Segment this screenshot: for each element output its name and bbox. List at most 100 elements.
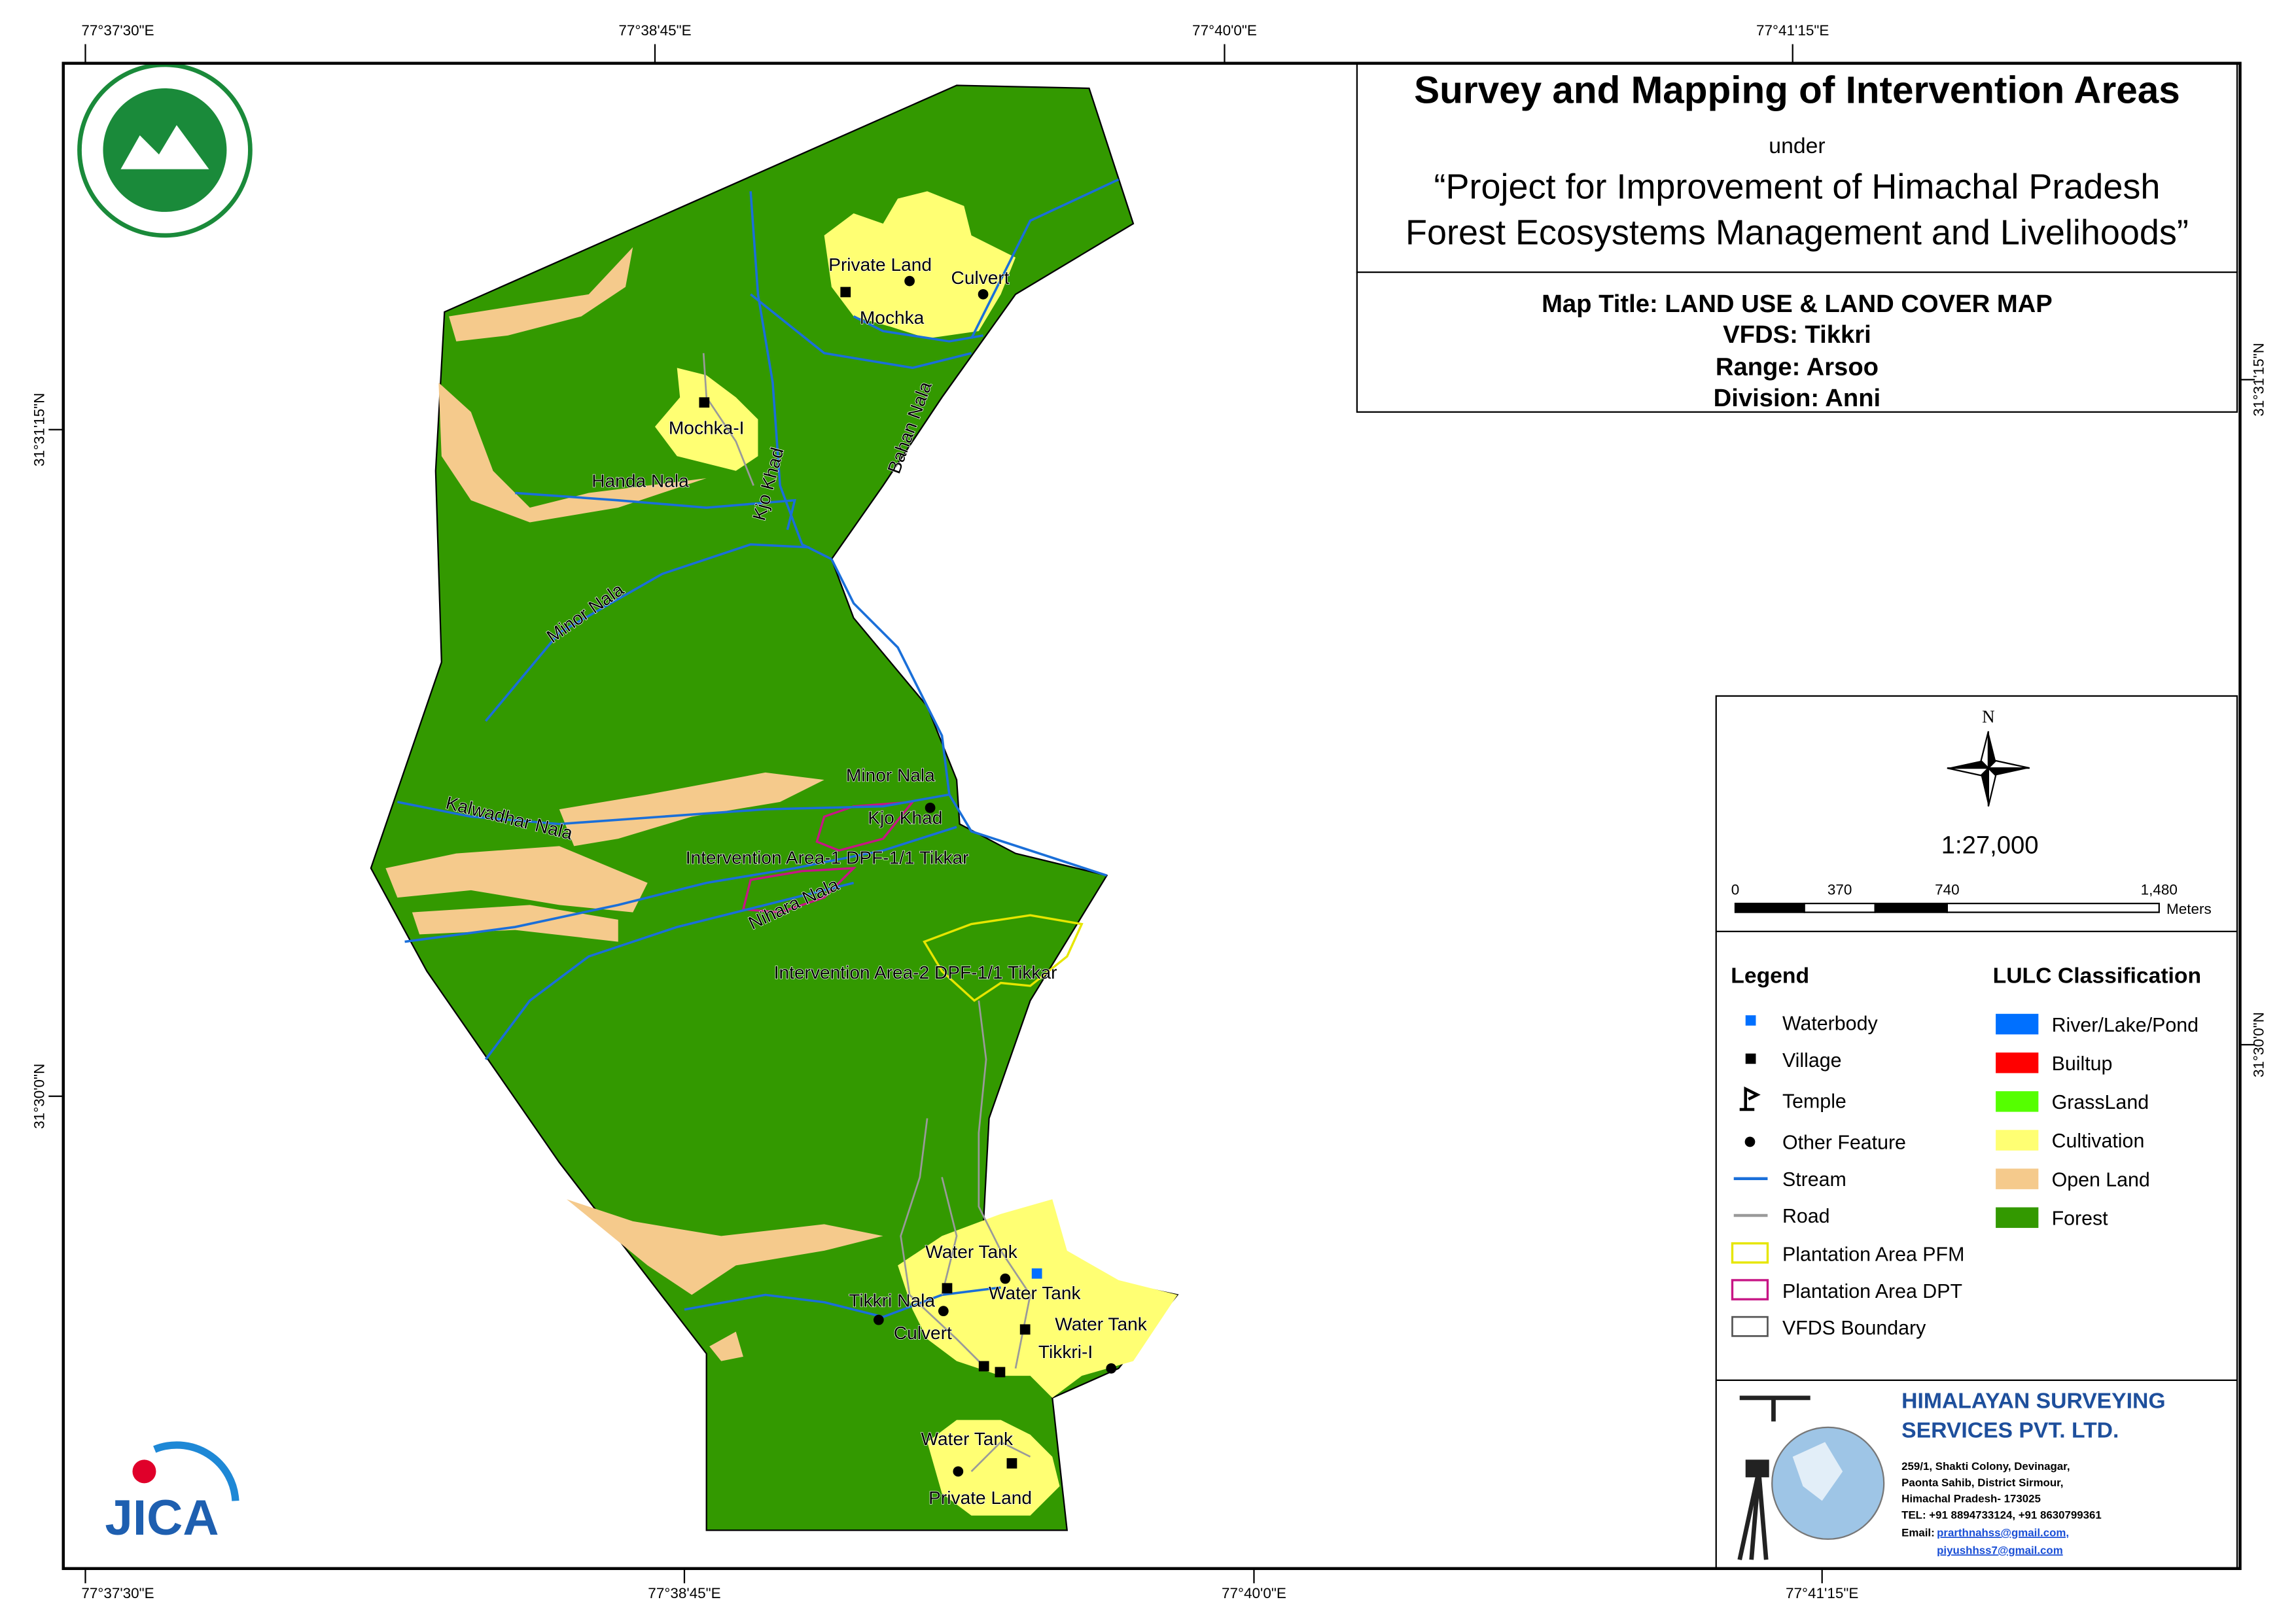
lulc-title: LULC Classification (1993, 964, 2202, 988)
coord-top: 77°38'45"E (618, 22, 691, 39)
company-logo (1737, 1395, 1885, 1560)
lulc-items: River/Lake/Pond Builtup GrassLand Cultivati… (1996, 1013, 2199, 1230)
legend-items: Waterbody Village Temple Other Feature S… (1731, 1013, 1964, 1339)
lulc-label: Open Land (2052, 1169, 2150, 1191)
legend-symbol (1744, 1136, 1756, 1147)
map-label: Water Tank (921, 1429, 1014, 1449)
map-label: Mochka (860, 307, 925, 328)
legend-label: Plantation Area PFM (1782, 1244, 1964, 1266)
north-arrow (1947, 731, 2030, 807)
scale-tick: 370 (1828, 882, 1852, 898)
lulc-label: Cultivation (2052, 1130, 2145, 1152)
lulc-label: River/Lake/Pond (2052, 1015, 2199, 1036)
map-label: Intervention Area-1 DPF-1/1 Tikkar (686, 847, 969, 867)
scale-unit: Meters (2166, 901, 2212, 917)
coord-left: 31°30'0"N (31, 1064, 48, 1129)
map-label: Minor Nala (846, 765, 935, 785)
lulc-swatch (1996, 1168, 2039, 1189)
address-line: Paonta Sahib, District Sirmour, (1901, 1476, 2063, 1489)
open-land (385, 247, 883, 1361)
map-label: Private Land (928, 1488, 1032, 1508)
jica-logo: JICA (105, 1441, 239, 1546)
company-name: SERVICES PVT. LTD. (1901, 1418, 2119, 1443)
map: Private Land Culvert Mochka Mochka-I Han… (370, 84, 1179, 1531)
coord-bottom: 77°41'15"E (1786, 1585, 1858, 1601)
map-label: Culvert (894, 1323, 952, 1343)
coord-bottom: 77°38'45"E (648, 1585, 720, 1601)
company-address: 259/1, Shakti Colony, Devinagar, Paonta … (1901, 1460, 2102, 1556)
legend-symbol (1745, 1053, 1756, 1064)
coord-left: 31°31'15"N (31, 393, 48, 467)
address-line: Himachal Pradesh- 173025 (1901, 1493, 2041, 1505)
lulc-label: Forest (2052, 1208, 2109, 1230)
project: “Project for Improvement of Himachal Pra… (1434, 167, 2161, 207)
map-label: Culvert (951, 268, 1010, 288)
map-label: Intervention Area-2 DPF-1/1 Tikkar (774, 962, 1057, 983)
lulc-swatch (1996, 1013, 2039, 1035)
lulc-swatch (1996, 1130, 2039, 1151)
map-label: Water Tank (925, 1242, 1018, 1262)
map-label: Mochka-I (669, 418, 745, 438)
legend-label: Road (1782, 1206, 1830, 1227)
map-label: Water Tank (1055, 1314, 1148, 1334)
north-label: N (1982, 707, 1995, 726)
legend-symbol (1731, 1316, 1769, 1337)
scale-ratio: 1:27,000 (1941, 831, 2039, 860)
coord-bottom: 77°37'30"E (81, 1585, 154, 1601)
lulc-swatch (1996, 1052, 2039, 1073)
legend-symbol (1731, 1279, 1769, 1300)
subtitle: under (1769, 133, 1825, 158)
lulc-swatch (1996, 1091, 2039, 1112)
legend-label: VFDS Boundary (1782, 1318, 1926, 1339)
coord-top: 77°40'0"E (1192, 22, 1257, 39)
legend-label: Plantation Area DPT (1782, 1281, 1962, 1302)
map-info-line: Range: Arsoo (1716, 353, 1879, 381)
map-label: Tikkri Nala (849, 1290, 935, 1310)
graticule-ticks (48, 44, 2255, 1584)
legend-label: Waterbody (1782, 1013, 1878, 1035)
scale-tick: 0 (1731, 882, 1740, 898)
lulc-swatch (1996, 1207, 2039, 1229)
company-name: HIMALAYAN SURVEYING (1901, 1389, 2165, 1414)
email[interactable]: piyushhss7@gmail.com (1937, 1544, 2063, 1556)
email[interactable]: prarthnahss@gmail.com, (1937, 1526, 2069, 1539)
jica-text: JICA (105, 1490, 219, 1546)
legend-title: Legend (1731, 964, 1809, 988)
scale-labels: 0 370 740 1,480 Meters (1731, 882, 2212, 917)
legend-label: Stream (1782, 1169, 1846, 1191)
roads (702, 353, 1031, 1473)
legend-panel (1715, 695, 2238, 1569)
map-info-line: Map Title: LAND USE & LAND COVER MAP (1542, 290, 2053, 318)
legend-symbol (1745, 1015, 1756, 1026)
scale-tick: 1,480 (2141, 882, 2178, 898)
cultivation (654, 191, 1178, 1516)
map-info-line: Division: Anni (1714, 384, 1881, 412)
legend-symbol (1731, 1242, 1769, 1264)
scale-tick: 740 (1935, 882, 1960, 898)
coord-top: 77°41'15"E (1756, 22, 1829, 39)
title: Survey and Mapping of Intervention Areas (1414, 69, 2180, 111)
vfds-boundary (370, 84, 1179, 1531)
info-box (1356, 271, 2238, 413)
map-info-line: VFDS: Tikkri (1723, 321, 1871, 349)
map-label: Handa Nala (592, 471, 689, 491)
scale-bar (1734, 902, 2160, 913)
map-label: Private Land (828, 254, 932, 275)
legend-label: Other Feature (1782, 1132, 1906, 1154)
address-line: TEL: +91 8894733124, +91 8630799361 (1901, 1509, 2102, 1521)
lulc-label: GrassLand (2052, 1092, 2149, 1113)
legend-symbol (1739, 1086, 1761, 1111)
coord-bottom: 77°40'0"E (1222, 1585, 1286, 1601)
project: Forest Ecosystems Management and Livelih… (1405, 213, 2189, 252)
map-frame (62, 61, 2242, 1571)
graticule: 77°37'30"E 77°38'45"E 77°40'0"E 77°41'15… (31, 22, 2267, 1601)
map-label: Water Tank (989, 1283, 1082, 1303)
coord-top: 77°37'30"E (81, 22, 154, 39)
streams (397, 178, 1120, 1319)
title-box (1356, 62, 2238, 273)
email-label: Email: (1901, 1526, 1935, 1539)
forest-dept-logo (77, 62, 253, 238)
map-info: Map Title: LAND USE & LAND COVER MAP VFD… (1542, 290, 2053, 412)
